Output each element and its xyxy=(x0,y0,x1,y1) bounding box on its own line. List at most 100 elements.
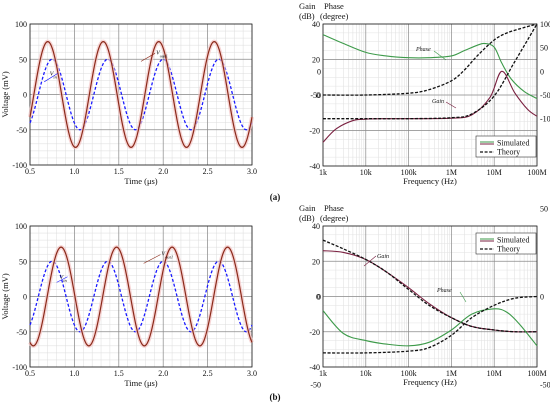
y-tick-label: 100 xyxy=(15,222,27,231)
y-tick-label: 50 xyxy=(19,55,27,64)
x-tick-label: 100M xyxy=(527,168,546,177)
x-tick-label: 1.5 xyxy=(114,369,124,378)
x-tick-label: 10k xyxy=(360,168,372,177)
phase-axis-unit: (degree) xyxy=(320,11,348,21)
series-line-phase-theory xyxy=(322,295,538,354)
time-chart-a: 0.5 1.0 1.5 2.0 2.5 3.0 -100 -50 0 50 100 Time (μs)… xyxy=(0,20,257,186)
y-left-tick-label: -20 xyxy=(309,127,320,136)
y-left-tick-label: 20 xyxy=(312,56,320,65)
x-tick-label: 10M xyxy=(487,369,502,378)
y-left-tick-label: 0 xyxy=(316,91,320,100)
legend-label-theory: Theory xyxy=(497,148,520,157)
inside-tick-label: -50 xyxy=(310,381,321,390)
x-tick-label: 10M xyxy=(487,168,502,177)
x-tick-label: 100k xyxy=(401,369,417,378)
series-line-gain-theory xyxy=(323,23,538,120)
vout-label-main: V xyxy=(161,252,166,258)
y-tick-label: 0 xyxy=(23,293,27,302)
x-tick-label: 0.5 xyxy=(25,167,35,176)
vout-label-sub: out1 xyxy=(165,254,173,259)
vout-label-main: V xyxy=(156,50,161,56)
bode-chart-b: 1k 10k 100k 1M 10M 100M Frequency (Hz) -40 -20 0 2… xyxy=(299,203,550,390)
vin-arrow xyxy=(44,73,58,83)
y-axis-label: Voltage (mV) xyxy=(0,71,10,118)
annotation-arrow xyxy=(445,101,457,109)
gain-axis-title: Gain xyxy=(299,1,316,11)
x-axis-label: Frequency (Hz) xyxy=(403,176,457,186)
vin-label-main: V xyxy=(60,275,65,281)
time-chart-b: 0.5 1.0 1.5 2.0 2.5 3.0 -100 -50 0 50 100 Time (μs)… xyxy=(0,222,257,388)
annotation-arrow xyxy=(363,255,377,267)
vin-label: Vin xyxy=(50,71,58,79)
y-tick-label: -50 xyxy=(16,328,27,337)
y-right-tick-label: 50 xyxy=(540,44,548,53)
y-left-tick-label: 40 xyxy=(312,222,320,231)
x-tick-label: 1.5 xyxy=(114,167,124,176)
vout-label: Vout1 xyxy=(161,252,173,259)
x-tick-label: 0.5 xyxy=(25,369,35,378)
y-right-tick-label: 100 xyxy=(540,20,550,29)
x-tick-label: 1k xyxy=(319,369,327,378)
annotation-gain: Gain xyxy=(377,254,389,260)
annotation-arrow xyxy=(459,291,467,303)
y-tick-label: 50 xyxy=(19,257,27,266)
x-axis-label: Time (μs) xyxy=(124,378,157,388)
y-left-tick-label: -20 xyxy=(309,328,320,337)
x-tick-label: 2.5 xyxy=(203,167,213,176)
y-left-tick-label: 40 xyxy=(312,20,320,29)
inside-tick-label: 0 xyxy=(317,293,321,302)
y-right-tick-label: 50 xyxy=(540,204,548,213)
y-right-tick-label: -50 xyxy=(540,91,550,100)
vin-label-sub: in xyxy=(53,74,57,79)
x-tick-label: 3.0 xyxy=(247,167,257,176)
x-tick-label: 1k xyxy=(319,168,327,177)
legend-label-theory: Theory xyxy=(497,245,520,254)
x-tick-label: 2.0 xyxy=(158,167,168,176)
vout-label-sub: out1 xyxy=(160,53,168,58)
gain-axis-title: Gain xyxy=(299,203,316,213)
y-tick-label: 100 xyxy=(15,20,27,29)
series-line-gain-simulated xyxy=(322,70,538,143)
plot-frame xyxy=(29,225,253,368)
phase-axis-unit: (degree) xyxy=(320,213,348,223)
legend-label-simulated: Simulated xyxy=(497,139,529,148)
x-tick-label: 2.0 xyxy=(158,369,168,378)
y-tick-label: -100 xyxy=(12,161,27,170)
x-tick-label: 100M xyxy=(527,369,546,378)
y-left-tick-label: 0 xyxy=(316,293,320,302)
x-tick-label: 1M xyxy=(446,168,457,177)
series-line-phase-theory xyxy=(322,23,538,96)
gain-axis-unit: (dB) xyxy=(299,213,315,223)
x-tick-label: 100k xyxy=(401,168,417,177)
series-line-vin xyxy=(29,260,253,333)
x-axis-label: Frequency (Hz) xyxy=(403,377,457,387)
vin-arrow xyxy=(56,276,68,283)
x-tick-label: 10k xyxy=(360,369,372,378)
y-right-tick-label: -50 xyxy=(540,381,550,390)
y-tick-label: -100 xyxy=(12,363,27,372)
vin-label-main: V xyxy=(50,71,55,77)
y-axis-label: Voltage (mV) xyxy=(0,273,10,320)
plot-frame xyxy=(29,23,253,166)
y-right-tick-label: -100 xyxy=(540,115,550,124)
phase-axis-title: Phase xyxy=(324,203,344,213)
series-line-gain-simulated xyxy=(322,250,538,333)
bode-chart-a: 1k 10k 100k 1M 10M 100M Frequency (Hz) -40 -20 0 2… xyxy=(299,1,550,186)
x-tick-label: 2.5 xyxy=(203,369,213,378)
x-tick-label: 3.0 xyxy=(247,369,257,378)
x-axis-label: Time (μs) xyxy=(124,176,157,186)
annotation-phase: Phase xyxy=(415,47,431,53)
vout-arrow xyxy=(140,53,156,62)
x-tick-label: 1M xyxy=(446,369,457,378)
vout-arrow xyxy=(143,254,161,264)
annotation-gain: Gain xyxy=(432,99,444,105)
y-left-tick-label: -40 xyxy=(309,363,320,372)
legend-label-simulated: Simulated xyxy=(497,236,529,245)
phase-axis-title: Phase xyxy=(324,1,344,11)
annotation-arrow xyxy=(433,50,447,61)
x-tick-label: 1.0 xyxy=(69,369,79,378)
vin-label-sub: in xyxy=(63,277,67,282)
